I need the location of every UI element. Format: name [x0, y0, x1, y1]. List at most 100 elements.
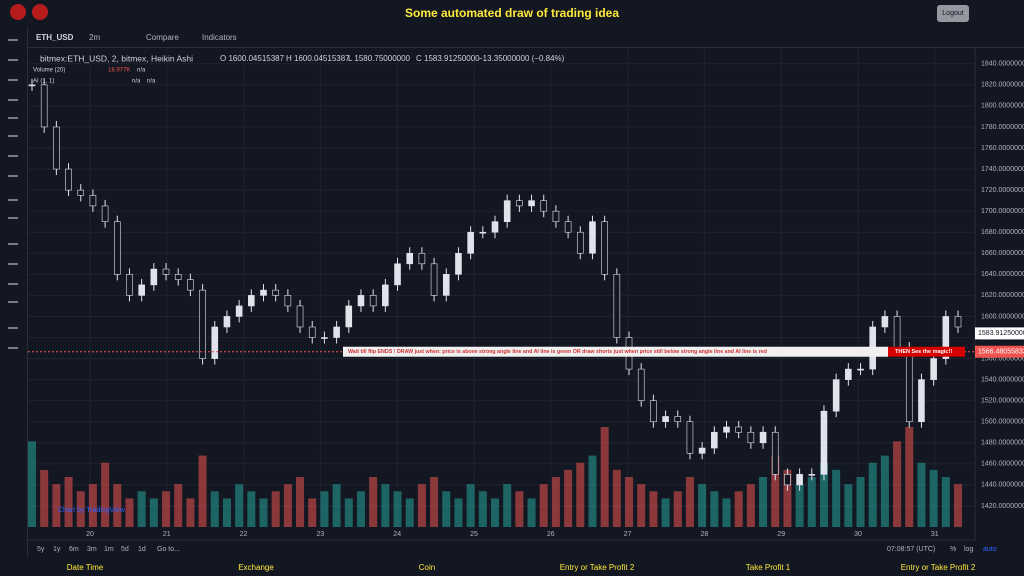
x-tick-label: 29 — [777, 531, 785, 538]
volume-bar — [893, 441, 902, 527]
volume-bar — [478, 491, 487, 527]
range-button[interactable]: 1d — [138, 546, 146, 553]
candle-body — [613, 274, 621, 338]
candle-body — [138, 284, 145, 296]
footer: Date Time Exchange Coin Entry or Take Profi… — [0, 559, 1024, 576]
candle-body — [857, 368, 864, 371]
candle-body — [382, 284, 389, 307]
range-button[interactable]: 3m — [87, 546, 97, 553]
volume-bar — [551, 477, 560, 527]
volume-bar — [210, 491, 219, 527]
volume-bar — [527, 498, 536, 527]
candle-body — [784, 474, 791, 486]
footer-label: Take Profit 1 — [745, 563, 791, 572]
candle-body — [369, 295, 377, 307]
y-tick-label: 1540.00000000 — [981, 376, 1024, 383]
candle-body — [723, 426, 730, 433]
volume-bar — [844, 484, 853, 527]
candle-body — [905, 347, 913, 423]
volume-bar — [600, 427, 609, 527]
legend-text: H 1600.04515387 — [286, 54, 350, 63]
interval[interactable]: 2m — [89, 33, 101, 42]
volume-bar — [612, 469, 621, 527]
range-button[interactable]: 1m — [104, 546, 114, 553]
candle-body — [394, 263, 401, 286]
candle-body — [101, 205, 109, 223]
volume-bar — [271, 491, 280, 527]
volume-bar — [539, 484, 548, 527]
legend-text: AI (1, 1) — [33, 79, 54, 85]
annotation-box — [343, 346, 888, 357]
last-price-label: 1583.91250000 — [978, 330, 1024, 337]
volume-bar — [137, 491, 146, 527]
y-tick-label: 1520.00000000 — [981, 398, 1024, 405]
range-button[interactable]: 6m — [69, 546, 79, 553]
y-tick-label: 1640.00000000 — [981, 271, 1024, 278]
volume-bar — [625, 477, 634, 527]
candle-body — [930, 358, 937, 380]
candle-body — [272, 289, 279, 296]
volume-bar — [442, 491, 451, 527]
page-title: Some automated draw of trading idea — [404, 6, 620, 20]
volume-bar — [162, 491, 171, 527]
candle-body — [455, 252, 462, 275]
footer-label: Date Time — [66, 563, 104, 572]
compare[interactable]: Compare — [146, 33, 179, 42]
x-tick-label: 25 — [470, 531, 478, 538]
y-tick-label: 1620.00000000 — [981, 292, 1024, 299]
x-tick-label: 27 — [624, 531, 632, 538]
plot-area — [28, 48, 975, 527]
y-tick-label: 1720.00000000 — [981, 187, 1024, 194]
volume-bar — [868, 462, 877, 527]
y-tick-label: 1800.00000000 — [981, 103, 1024, 110]
legend-text: 18.977K — [108, 68, 130, 74]
volume-bar — [929, 469, 938, 527]
symbol[interactable]: ETH_USD — [36, 33, 74, 42]
candle-body — [333, 326, 340, 338]
candle-body — [308, 326, 316, 338]
y-tick-label: 1440.00000000 — [981, 482, 1024, 489]
volume-bar — [673, 491, 682, 527]
y-tick-label: 1460.00000000 — [981, 461, 1024, 468]
candle-body — [686, 421, 694, 454]
x-tick-label: 20 — [86, 531, 94, 538]
volume-bar — [125, 498, 134, 527]
annotation-end-box — [888, 346, 965, 357]
y-tick-label: 1740.00000000 — [981, 166, 1024, 173]
range-button[interactable]: 1y — [53, 546, 61, 553]
volume-bar — [76, 491, 85, 527]
volume-bar — [491, 498, 499, 527]
volume-bar — [917, 462, 926, 527]
y-tick-label: 1420.00000000 — [981, 503, 1024, 510]
volume-bar — [941, 477, 950, 527]
footer-label: Entry or Take Profit 2 — [900, 563, 976, 572]
candle-body — [747, 431, 755, 444]
range-button[interactable]: 5y — [37, 546, 45, 553]
bottom-control: % — [950, 546, 956, 553]
volume-bar — [795, 484, 804, 527]
indicators[interactable]: Indicators — [202, 33, 237, 42]
candle-body — [248, 295, 255, 307]
volume-bar — [308, 498, 317, 527]
volume-bar — [722, 498, 731, 527]
legend-text: L 1580.75000000 — [348, 54, 411, 63]
logout-button[interactable]: Logout — [937, 5, 969, 22]
range-button[interactable]: Go to... — [157, 546, 180, 553]
volume-bar — [222, 498, 231, 527]
candle-body — [162, 268, 170, 275]
candle-body — [150, 268, 158, 286]
candle-body — [503, 200, 511, 223]
candle-body — [540, 200, 548, 212]
legend-text: −13.35000000 (−0.84%) — [478, 54, 565, 63]
volume-bar — [369, 477, 378, 527]
legend-text: bitmex:ETH_USD, 2, bitmex, Heikin Ashi — [40, 53, 193, 63]
volume-bar — [819, 462, 828, 527]
volume-bar — [344, 498, 353, 527]
bottom-control: log — [964, 546, 973, 553]
candle-body — [345, 305, 353, 328]
watermark: Chart by TradingView — [58, 507, 126, 514]
volume-bar — [113, 484, 122, 527]
candle-body — [528, 200, 535, 207]
y-tick-label: 1480.00000000 — [981, 440, 1024, 447]
range-button[interactable]: 5d — [121, 546, 129, 553]
